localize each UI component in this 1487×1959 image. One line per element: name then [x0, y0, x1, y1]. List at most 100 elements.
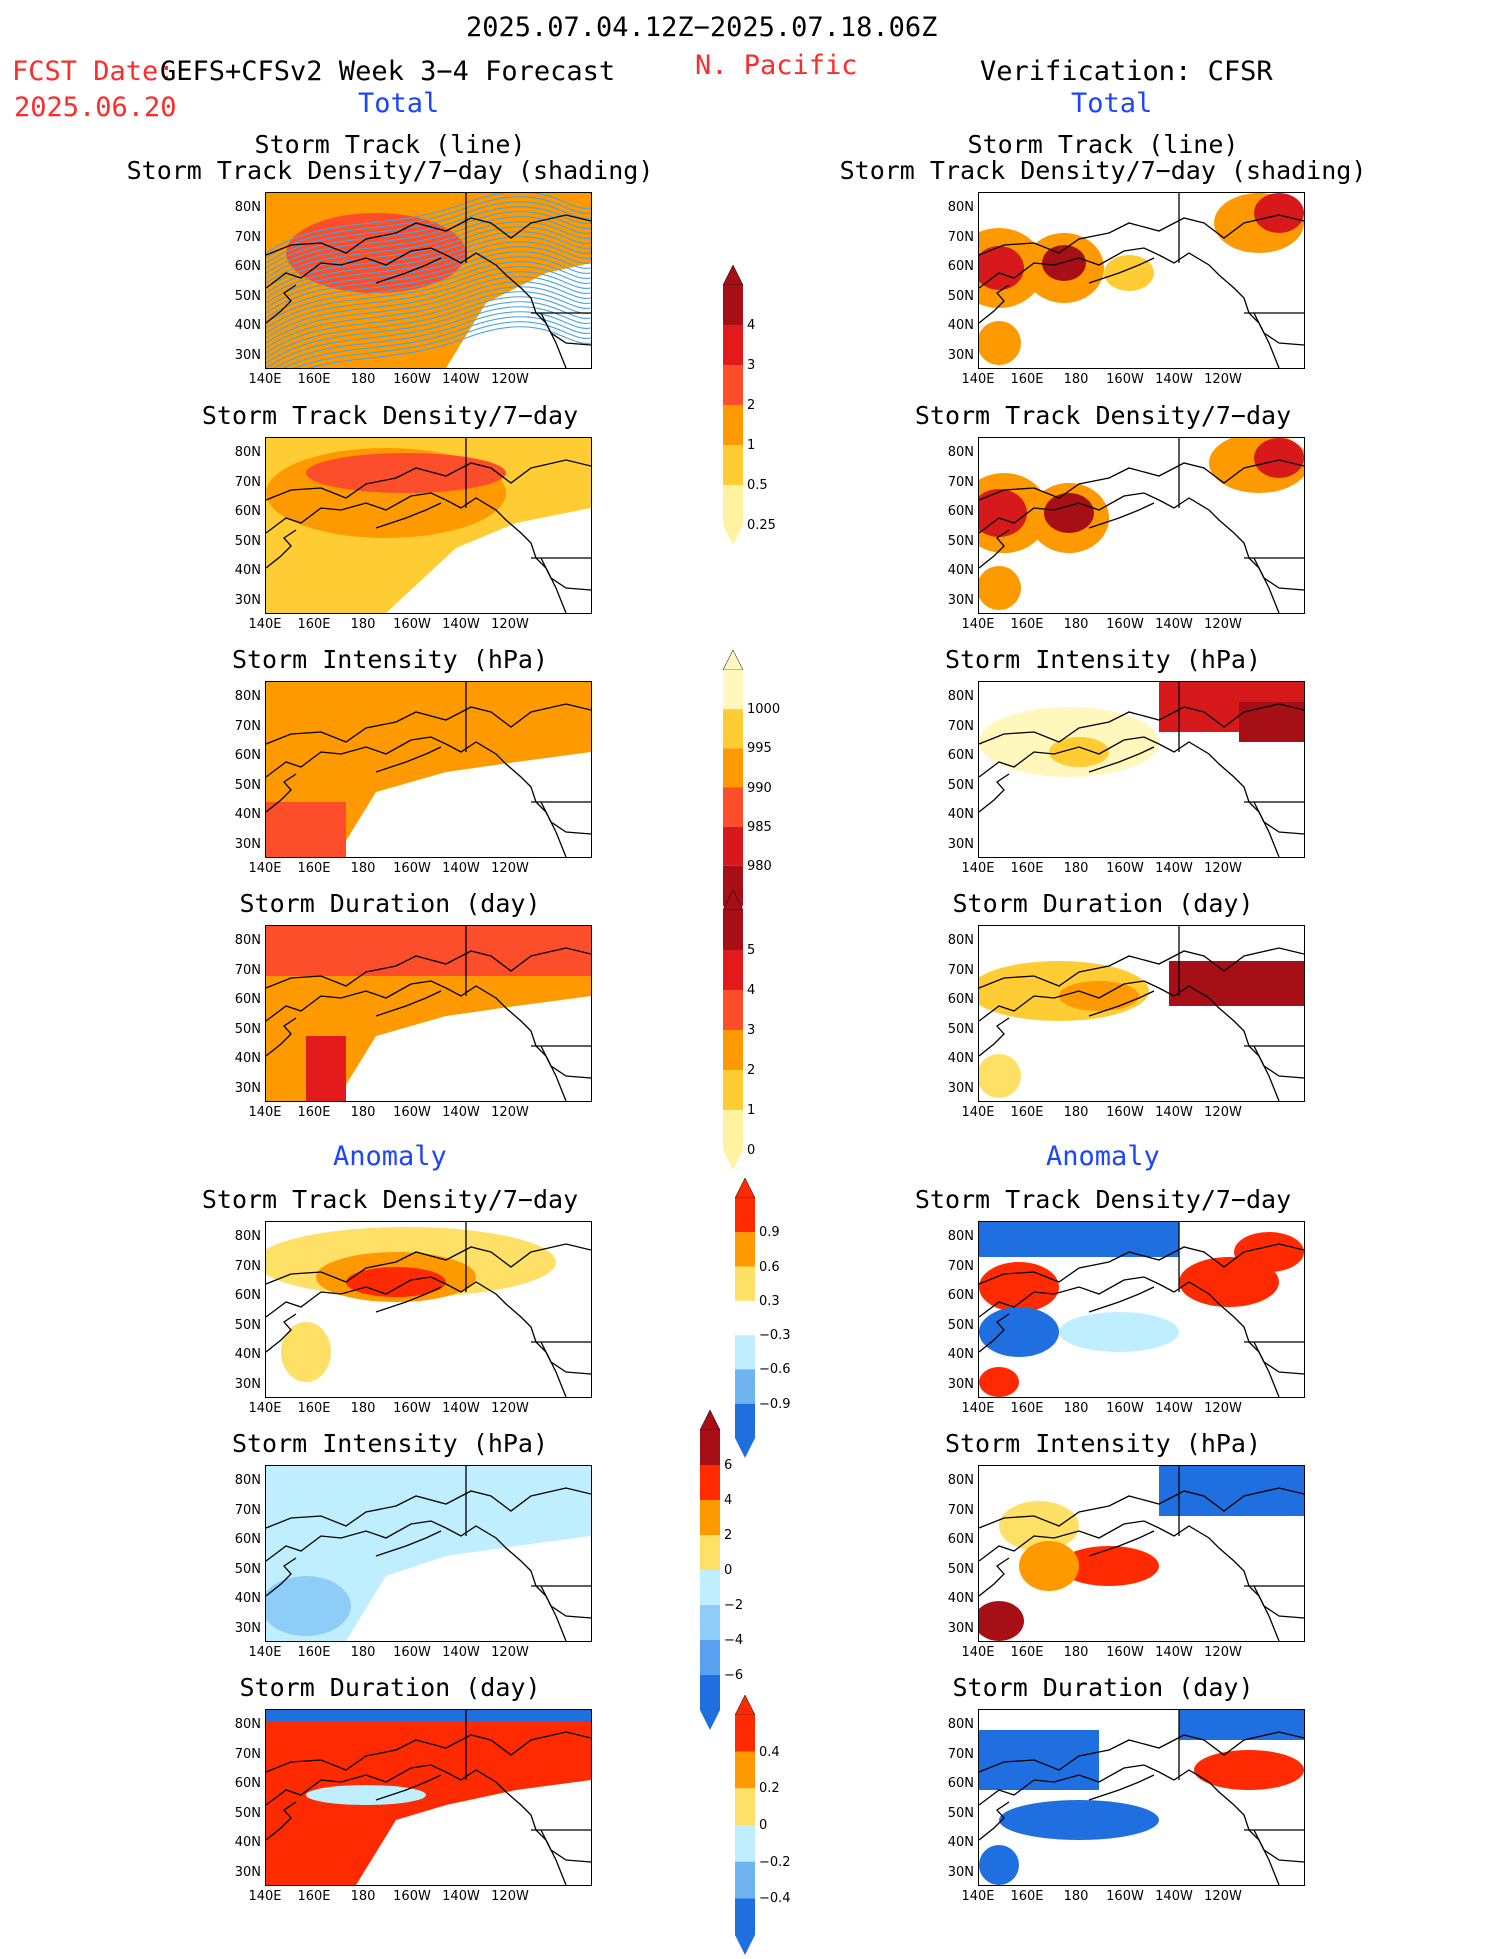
lon-tick-label: 140E	[961, 617, 995, 632]
lon-tick-label: 120W	[1204, 1401, 1242, 1416]
lat-tick-label: 40N	[234, 318, 261, 333]
colorbar-label: −0.9	[759, 1396, 791, 1412]
lon-tick-label: 140E	[248, 1401, 282, 1416]
lat-tick-label: 70N	[947, 1746, 974, 1762]
lat-tick-label: 80N	[234, 1473, 261, 1488]
fcst-date-value: 2025.06.20	[14, 92, 177, 123]
lat-tick-label: 80N	[947, 1717, 974, 1732]
lat-tick-label: 70N	[947, 1258, 974, 1274]
lat-tick-label: 40N	[947, 563, 974, 578]
lon-tick-label: 160W	[393, 617, 431, 632]
left-title-density: Storm Track Density/7−day	[201, 401, 579, 430]
lat-tick-label: 30N	[947, 1376, 974, 1392]
lon-tick-label: 160W	[1106, 861, 1144, 876]
lat-tick-label: 40N	[234, 1835, 261, 1850]
lat-tick-label: 30N	[234, 347, 261, 363]
lat-tick-label: 40N	[947, 318, 974, 333]
left-map-intensity	[265, 681, 592, 858]
lon-tick-label: 140E	[961, 861, 995, 876]
lat-tick-label: 40N	[947, 1591, 974, 1606]
lon-tick-label: 180	[350, 861, 376, 876]
right-map-graphic-intensity	[979, 682, 1304, 857]
lon-tick-label: 140E	[248, 617, 282, 632]
lon-tick-label: 180	[1063, 861, 1089, 876]
lon-tick-label: 140E	[961, 1889, 995, 1904]
colorbar-label: 1000	[747, 702, 781, 718]
colorbar-intensity_anom	[699, 1409, 721, 1734]
lon-tick-label: 160W	[1106, 1645, 1144, 1660]
lat-tick-label: 30N	[947, 1620, 974, 1636]
left-map-graphic-density-anom	[266, 1222, 591, 1397]
colorbar-label: 0.3	[759, 1293, 780, 1309]
lon-tick-label: 140W	[1155, 617, 1193, 632]
left-title-density-anom: Storm Track Density/7−day	[201, 1185, 579, 1214]
lat-tick-label: 30N	[947, 347, 974, 363]
colorbar-label: 985	[747, 819, 772, 835]
left-anomaly-label: Anomaly	[333, 1141, 447, 1172]
lon-tick-label: 140E	[248, 1105, 282, 1120]
lon-tick-label: 140W	[442, 372, 480, 387]
lat-tick-label: 30N	[947, 592, 974, 608]
lon-tick-label: 140E	[248, 372, 282, 387]
left-title-intensity: Storm Intensity (hPa)	[231, 645, 549, 674]
lon-tick-label: 140W	[442, 861, 480, 876]
lat-tick-label: 80N	[947, 933, 974, 948]
left-map-graphic-track-line	[266, 193, 591, 368]
lat-tick-label: 60N	[947, 259, 974, 274]
lon-tick-label: 120W	[1204, 1105, 1242, 1120]
lat-tick-label: 50N	[947, 288, 974, 304]
lat-tick-label: 70N	[234, 1502, 261, 1518]
lat-tick-label: 80N	[234, 933, 261, 948]
lat-tick-label: 80N	[234, 1717, 261, 1732]
lon-tick-label: 160W	[393, 1645, 431, 1660]
lat-tick-label: 50N	[234, 288, 261, 304]
lat-tick-label: 30N	[234, 1620, 261, 1636]
lon-tick-label: 140W	[1155, 1889, 1193, 1904]
lon-tick-label: 120W	[491, 1645, 529, 1660]
lon-tick-label: 160W	[1106, 1105, 1144, 1120]
colorbar-label: 0	[759, 1818, 768, 1833]
lon-tick-label: 120W	[491, 1401, 529, 1416]
lon-tick-label: 180	[1063, 617, 1089, 632]
lon-tick-label: 180	[350, 1645, 376, 1660]
lon-tick-label: 120W	[491, 617, 529, 632]
lon-tick-label: 140W	[1155, 1105, 1193, 1120]
lon-tick-label: 160E	[1010, 1645, 1044, 1660]
right-title-duration: Storm Duration (day)	[952, 889, 1254, 918]
lat-tick-label: 30N	[947, 1864, 974, 1880]
lat-tick-label: 40N	[234, 563, 261, 578]
lat-tick-label: 70N	[947, 229, 974, 245]
colorbar-label: 0.5	[747, 478, 768, 493]
lat-tick-label: 60N	[947, 748, 974, 763]
colorbar-label: 2	[747, 398, 756, 413]
model-title: GEFS+CFSv2 Week 3−4 Forecast	[160, 56, 616, 87]
lon-tick-label: 160E	[1010, 617, 1044, 632]
lat-tick-label: 70N	[234, 1746, 261, 1762]
right-map-density-anom	[978, 1221, 1305, 1398]
right-map-graphic-duration	[979, 926, 1304, 1101]
colorbar-label: −0.3	[759, 1328, 791, 1344]
right-map-graphic-density	[979, 438, 1304, 613]
region-title: N. Pacific	[695, 50, 858, 81]
lon-tick-label: 180	[350, 372, 376, 387]
right-title-intensity-anom: Storm Intensity (hPa)	[944, 1429, 1262, 1458]
lon-tick-label: 160E	[297, 1889, 331, 1904]
lon-tick-label: 140E	[961, 1401, 995, 1416]
lon-tick-label: 140W	[442, 1889, 480, 1904]
lon-tick-label: 160E	[1010, 372, 1044, 387]
colorbar-label: 0	[747, 1143, 756, 1158]
lon-tick-label: 180	[1063, 1645, 1089, 1660]
lat-tick-label: 50N	[234, 1021, 261, 1037]
colorbar-label: 5	[747, 943, 756, 958]
left-total-label: Total	[358, 88, 440, 119]
colorbar-label: 990	[747, 780, 772, 796]
lon-tick-label: 140W	[1155, 1645, 1193, 1660]
lon-tick-label: 160E	[297, 372, 331, 387]
right-title-track-density-shading: Storm Track Density/7−day (shading)	[839, 156, 1367, 185]
left-map-duration	[265, 925, 592, 1102]
lat-tick-label: 70N	[234, 718, 261, 734]
colorbar-label: 2	[747, 1063, 756, 1078]
colorbar-label: 0.4	[759, 1744, 780, 1760]
right-map-graphic-intensity-anom	[979, 1466, 1304, 1641]
colorbar-label: 2	[724, 1528, 733, 1543]
